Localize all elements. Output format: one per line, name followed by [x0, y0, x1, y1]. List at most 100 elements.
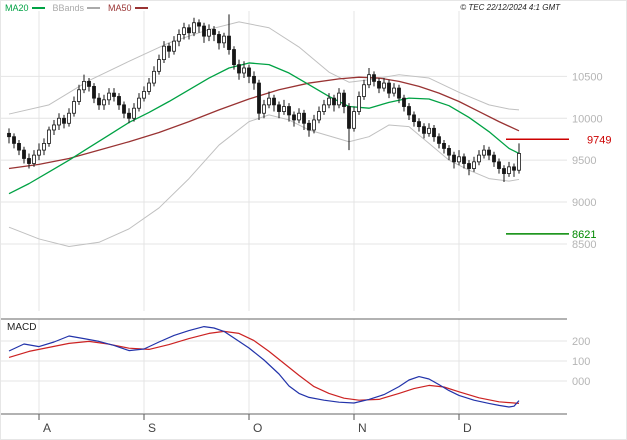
- candle-body: [122, 104, 126, 114]
- candle-body: [242, 67, 246, 74]
- price-tick-label: 10500: [572, 71, 603, 83]
- candle-body: [507, 166, 511, 174]
- candle-body: [307, 122, 311, 131]
- candle-body: [267, 97, 271, 106]
- candle-body: [182, 27, 186, 35]
- candle-body: [217, 34, 221, 44]
- candle-body: [447, 148, 451, 156]
- candle-body: [32, 154, 36, 164]
- month-label: O: [253, 421, 262, 435]
- candle-body: [432, 127, 436, 138]
- candle-body: [437, 136, 441, 144]
- candle-body: [127, 112, 131, 119]
- candle-body: [7, 132, 11, 138]
- level-label: 8621: [572, 229, 596, 241]
- legend-swatch-bbands: [87, 7, 101, 9]
- level-label: 9749: [587, 134, 611, 146]
- candle-body: [112, 92, 116, 97]
- candle-body: [117, 96, 121, 106]
- macd-tick-label: 100: [572, 356, 590, 368]
- candle-body: [397, 87, 401, 99]
- candle-body: [427, 127, 431, 134]
- candle-body: [42, 143, 46, 151]
- macd-signal-line: [8, 330, 520, 404]
- candle-body: [457, 156, 461, 163]
- candle-body: [362, 84, 366, 97]
- candle-body: [497, 161, 501, 169]
- candle-body: [192, 22, 196, 34]
- candle-body: [317, 111, 321, 121]
- ma20-line: [8, 62, 520, 195]
- macd-tick-label: 000: [572, 376, 590, 388]
- candle-body: [187, 27, 191, 34]
- candle-body: [82, 80, 86, 91]
- candle-body: [517, 153, 521, 171]
- candle-body: [262, 104, 266, 114]
- legend-item-bbands: BBands: [53, 3, 101, 13]
- candle-body: [77, 89, 81, 102]
- ma50-line: [8, 76, 520, 170]
- candle-body: [57, 117, 61, 126]
- candle-body: [417, 121, 421, 128]
- candle-body: [107, 92, 111, 101]
- candle-body: [292, 114, 296, 121]
- bollinger-lower-line: [8, 114, 520, 247]
- month-label: S: [148, 421, 156, 435]
- candle-body: [322, 104, 326, 112]
- candle-body: [252, 75, 256, 84]
- candle-body: [257, 82, 261, 114]
- candle-body: [177, 34, 181, 42]
- price-tick-label: 8500: [572, 239, 596, 251]
- candle-body: [17, 143, 21, 151]
- candle-body: [482, 149, 486, 156]
- candle-body: [167, 45, 171, 52]
- candle-body: [412, 114, 416, 123]
- candle-body: [372, 74, 376, 82]
- candle-body: [332, 97, 336, 106]
- candle-body: [147, 82, 151, 92]
- candle-body: [367, 74, 371, 86]
- candle-body: [52, 124, 56, 131]
- candle-body: [312, 119, 316, 131]
- candle-body: [22, 149, 26, 159]
- macd-line: [8, 326, 520, 408]
- candle-body: [232, 49, 236, 66]
- candle-body: [302, 112, 306, 124]
- candle-body: [272, 97, 276, 106]
- candle-body: [12, 136, 16, 144]
- candle-body: [402, 97, 406, 107]
- candle-body: [327, 97, 331, 106]
- candle-body: [152, 70, 156, 84]
- candle-body: [377, 80, 381, 89]
- candle-body: [27, 158, 31, 164]
- candle-body: [452, 154, 456, 163]
- candle-body: [172, 40, 176, 52]
- bollinger-upper-line: [8, 21, 520, 115]
- candle-body: [162, 45, 166, 61]
- candle-body: [352, 111, 356, 129]
- candle-body: [142, 91, 146, 99]
- candle-body: [237, 64, 241, 74]
- candle-body: [337, 92, 341, 106]
- candle-body: [282, 106, 286, 112]
- price-tick-label: 9500: [572, 155, 596, 167]
- candle-body: [37, 149, 41, 156]
- candle-body: [222, 35, 226, 44]
- candle-body: [492, 154, 496, 163]
- month-label: N: [358, 421, 367, 435]
- price-tick-label: 9000: [572, 197, 596, 209]
- candle-body: [347, 106, 351, 129]
- candle-body: [422, 126, 426, 134]
- candle-body: [202, 25, 206, 37]
- candle-body: [67, 112, 71, 124]
- legend-item-ma20: MA20: [5, 3, 45, 13]
- legend-label-bbands: BBands: [52, 3, 85, 13]
- candle-body: [97, 97, 101, 106]
- legend-label-ma20: MA20: [5, 3, 29, 13]
- legend-swatch-ma50: [134, 7, 148, 9]
- month-label: A: [43, 421, 51, 435]
- candle-body: [62, 117, 66, 124]
- chart-legend: MA20 BBands MA50: [5, 3, 148, 13]
